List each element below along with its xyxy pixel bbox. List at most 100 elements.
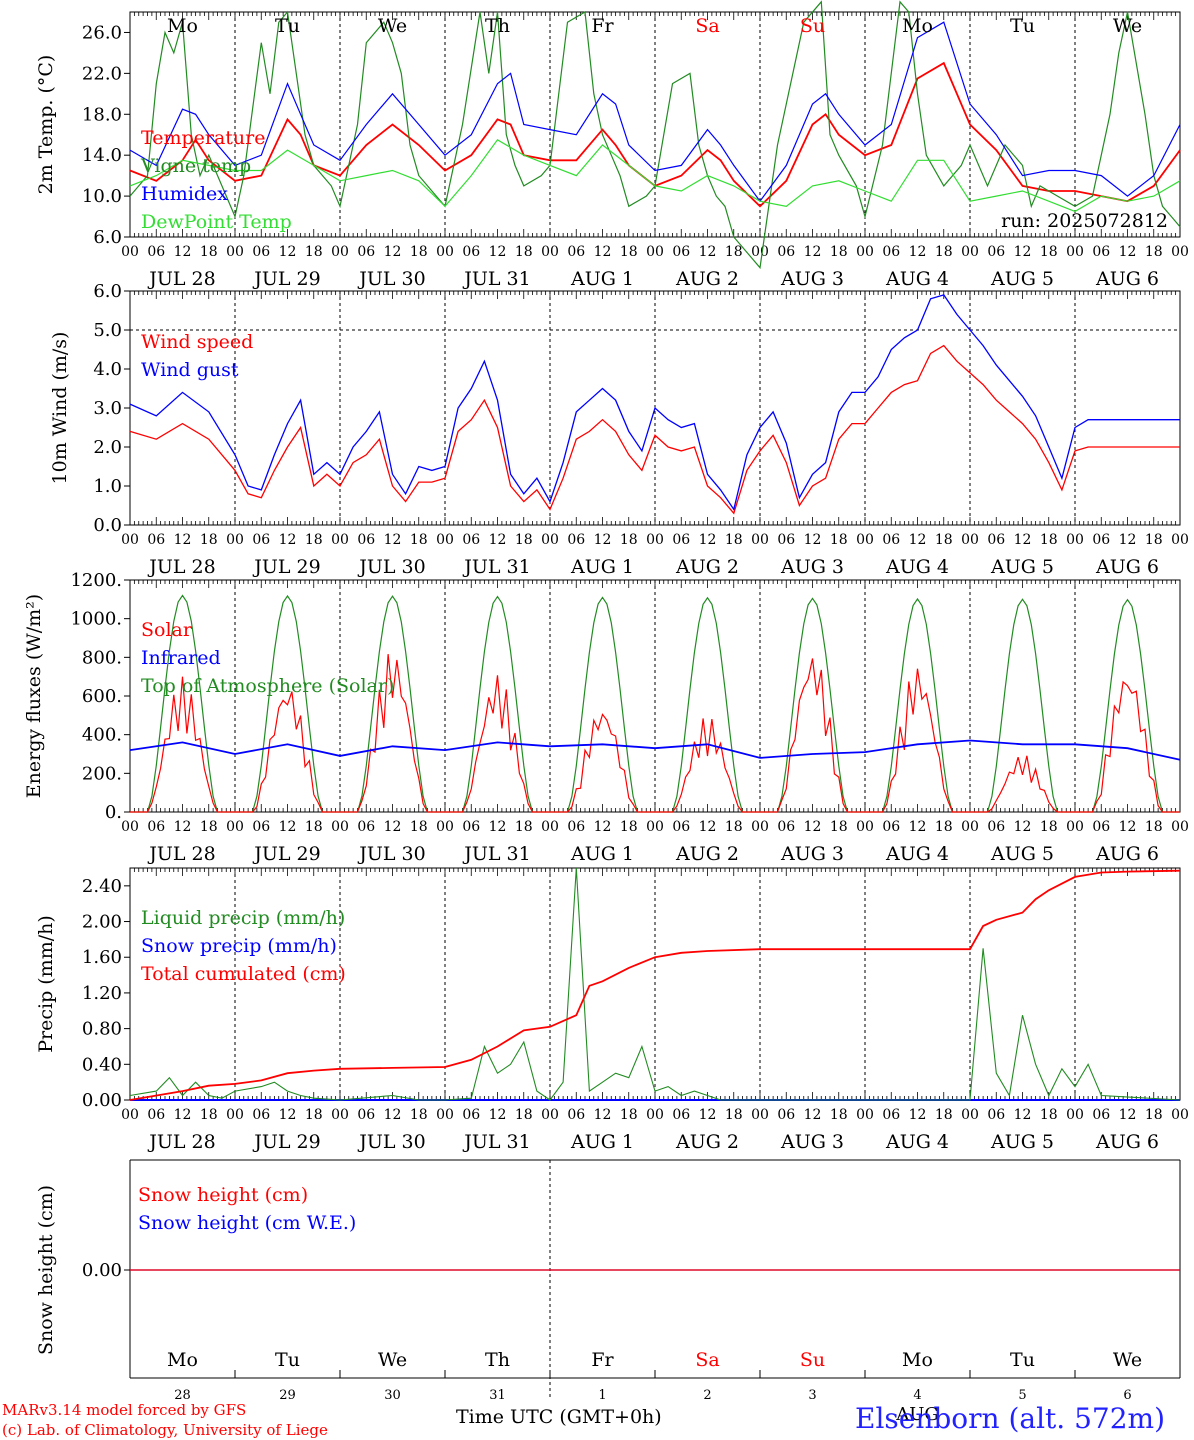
hour-tick-label: 12	[489, 532, 507, 548]
hour-tick-label: 00	[646, 1107, 664, 1123]
hour-tick-label: 06	[147, 819, 165, 835]
hour-tick-label: 12	[279, 244, 297, 260]
weekday-label: Sa	[695, 15, 719, 37]
weekday-label: Mo	[902, 1349, 933, 1371]
hour-tick-label: 12	[594, 532, 612, 548]
hour-tick-label: 06	[147, 244, 165, 260]
hour-tick-label: 12	[1119, 244, 1137, 260]
day-number-label: 3	[808, 1388, 816, 1403]
hour-tick-label: 06	[672, 244, 690, 260]
hour-tick-label: 18	[830, 244, 848, 260]
hour-tick-label: 12	[699, 532, 717, 548]
hour-tick-label: 12	[804, 1107, 822, 1123]
hour-tick-label: 12	[909, 819, 927, 835]
hour-tick-label: 00	[436, 532, 454, 548]
hour-tick-label: 06	[462, 532, 480, 548]
date-label: AUG 1	[570, 556, 634, 578]
legend-entry: Liquid precip (mm/h)	[141, 907, 345, 929]
hour-tick-label: 18	[200, 1107, 218, 1123]
date-label: JUL 30	[357, 268, 425, 290]
y-tick-label: 2.40	[82, 876, 122, 897]
date-label: AUG 6	[1095, 268, 1159, 290]
hour-tick-label: 12	[1014, 1107, 1032, 1123]
hour-tick-label: 12	[1014, 532, 1032, 548]
series-line-red	[129, 344, 1180, 515]
hour-tick-label: 18	[725, 819, 743, 835]
hour-tick-label: 00	[1171, 532, 1189, 548]
hour-tick-label: 06	[882, 1107, 900, 1123]
hour-tick-label: 18	[305, 532, 323, 548]
date-label: AUG 2	[675, 268, 739, 290]
series-line-blue	[129, 21, 1181, 203]
y-tick-label: 2.0	[93, 437, 122, 458]
hour-tick-label: 12	[909, 244, 927, 260]
lab-credit: (c) Lab. of Climatology, University of L…	[2, 1421, 328, 1439]
y-tick-label: 1.20	[82, 983, 122, 1004]
date-label: JUL 28	[147, 556, 215, 578]
hour-tick-label: 00	[226, 1107, 244, 1123]
hour-tick-label: 12	[909, 532, 927, 548]
hour-tick-label: 18	[725, 532, 743, 548]
hour-tick-label: 06	[567, 244, 585, 260]
hour-tick-label: 06	[987, 532, 1005, 548]
hour-tick-label: 18	[200, 819, 218, 835]
date-label: JUL 31	[462, 1131, 530, 1153]
month-label: AUG	[895, 1404, 939, 1425]
hour-tick-label: 06	[987, 1107, 1005, 1123]
hour-tick-label: 00	[646, 819, 664, 835]
hour-tick-label: 18	[1145, 244, 1163, 260]
hour-tick-label: 12	[384, 819, 402, 835]
hour-tick-label: 00	[856, 244, 874, 260]
y-tick-label: 2.00	[82, 912, 122, 933]
date-label: JUL 31	[462, 843, 530, 865]
legend-entry: Humidex	[141, 183, 228, 205]
hour-tick-label: 12	[489, 1107, 507, 1123]
hour-tick-label: 12	[384, 244, 402, 260]
hour-tick-label: 18	[620, 1107, 638, 1123]
hour-tick-label: 18	[1145, 532, 1163, 548]
hour-tick-label: 18	[515, 532, 533, 548]
cumulated-precip-line	[129, 869, 1181, 1101]
hour-tick-label: 00	[226, 819, 244, 835]
date-label: AUG 5	[990, 843, 1054, 865]
y-axis-title: 10m Wind (m/s)	[49, 332, 71, 485]
legend-entry: Infrared	[141, 647, 221, 669]
hour-tick-label: 06	[567, 532, 585, 548]
date-label: JUL 30	[357, 843, 425, 865]
y-tick-label: 0.	[105, 802, 122, 823]
hour-tick-label: 18	[410, 244, 428, 260]
hour-tick-label: 00	[121, 819, 139, 835]
y-axis-title: Snow height (cm)	[35, 1185, 57, 1355]
legend-entry: Vigne temp	[140, 155, 251, 177]
weekday-label: Fr	[591, 1349, 614, 1371]
hour-tick-label: 18	[620, 819, 638, 835]
hour-tick-label: 18	[935, 532, 953, 548]
run-label: run: 2025072812	[1001, 210, 1168, 232]
hour-tick-label: 06	[1092, 1107, 1110, 1123]
hour-tick-label: 00	[226, 532, 244, 548]
weekday-label: We	[378, 1349, 407, 1371]
date-label: JUL 29	[252, 268, 320, 290]
hour-tick-label: 06	[882, 244, 900, 260]
weekday-label: Tu	[1010, 1349, 1035, 1371]
date-label: AUG 1	[570, 268, 634, 290]
hour-tick-label: 12	[699, 244, 717, 260]
hour-tick-label: 12	[174, 1107, 192, 1123]
hour-tick-label: 06	[462, 1107, 480, 1123]
hour-tick-label: 00	[1171, 1107, 1189, 1123]
hour-tick-label: 00	[1066, 532, 1084, 548]
hour-tick-label: 06	[147, 1107, 165, 1123]
weekday-label: We	[378, 15, 407, 37]
hour-tick-label: 12	[594, 244, 612, 260]
hour-tick-label: 12	[699, 1107, 717, 1123]
hour-tick-label: 00	[331, 244, 349, 260]
y-tick-label: 0.0	[93, 515, 122, 536]
y-tick-label: 0.00	[82, 1260, 122, 1281]
day-number-label: 30	[384, 1388, 401, 1403]
weekday-label: Mo	[167, 1349, 198, 1371]
hour-tick-label: 06	[357, 244, 375, 260]
date-label: JUL 31	[462, 268, 530, 290]
y-tick-label: 200.	[82, 763, 122, 784]
hour-tick-label: 06	[567, 1107, 585, 1123]
hour-tick-label: 18	[410, 1107, 428, 1123]
